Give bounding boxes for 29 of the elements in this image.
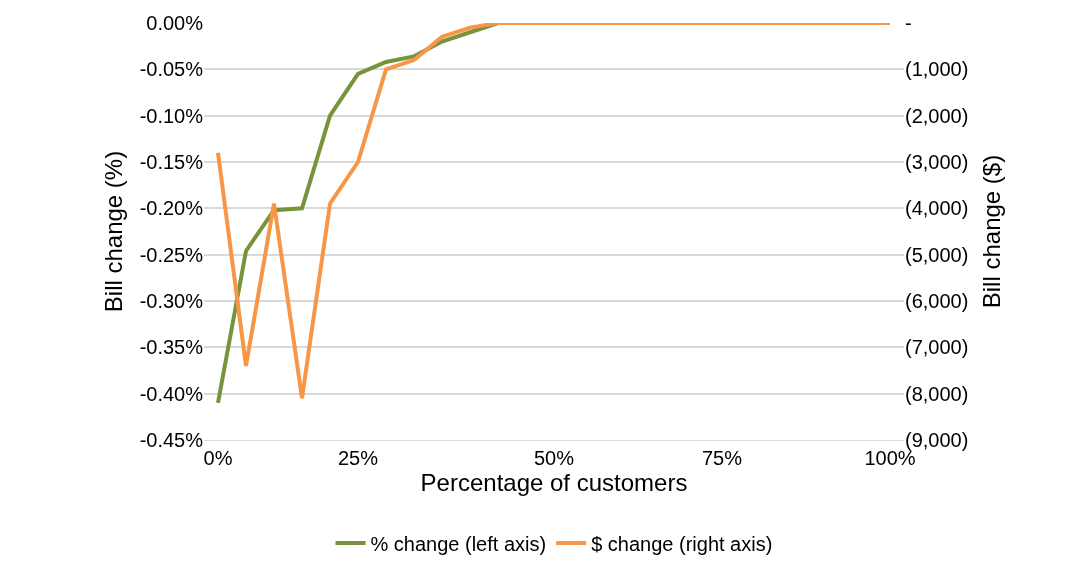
y-tick-label: -0.05%	[139, 58, 204, 81]
y-tick-label: -0.45%	[139, 429, 204, 451]
y2-tick-label: (6,000)	[905, 290, 969, 312]
y-axis-title: Bill change (%)	[99, 150, 127, 313]
x-tick-label: 25%	[337, 447, 379, 469]
x-tick-label: 0%	[203, 447, 233, 469]
y-tick-label: -0.20%	[139, 197, 204, 220]
y2-tick-label: (8,000)	[905, 382, 969, 405]
line-series	[216, 23, 892, 401]
y2-axis-title: Bill change ($)	[977, 154, 1005, 309]
y-tick-label: -0.40%	[139, 382, 204, 405]
y-tick-label: -0.35%	[139, 336, 204, 359]
y-tick-label: 0.00%	[146, 12, 204, 34]
x-tick-label: 50%	[533, 447, 575, 469]
y-tick-label: -0.15%	[139, 151, 204, 173]
y2-tick-label: (4,000)	[905, 197, 969, 220]
y2-tick-label: (7,000)	[905, 336, 969, 359]
y2-tick-label: -	[905, 12, 912, 34]
legend-label: % change (left axis)	[370, 532, 547, 555]
y-tick-label: -0.30%	[139, 290, 204, 312]
y2-tick-label: (3,000)	[905, 151, 969, 173]
y-tick-label: -0.10%	[139, 104, 204, 127]
y-tick-label: -0.25%	[139, 243, 204, 266]
x-tick-label: 75%	[701, 447, 743, 469]
y2-tick-label: (2,000)	[905, 104, 969, 127]
legend-label: $ change (right axis)	[591, 532, 773, 555]
y2-tick-label: (5,000)	[905, 243, 969, 266]
y2-tick-label: (1,000)	[905, 58, 969, 81]
x-axis-title: Percentage of customers	[420, 469, 688, 496]
